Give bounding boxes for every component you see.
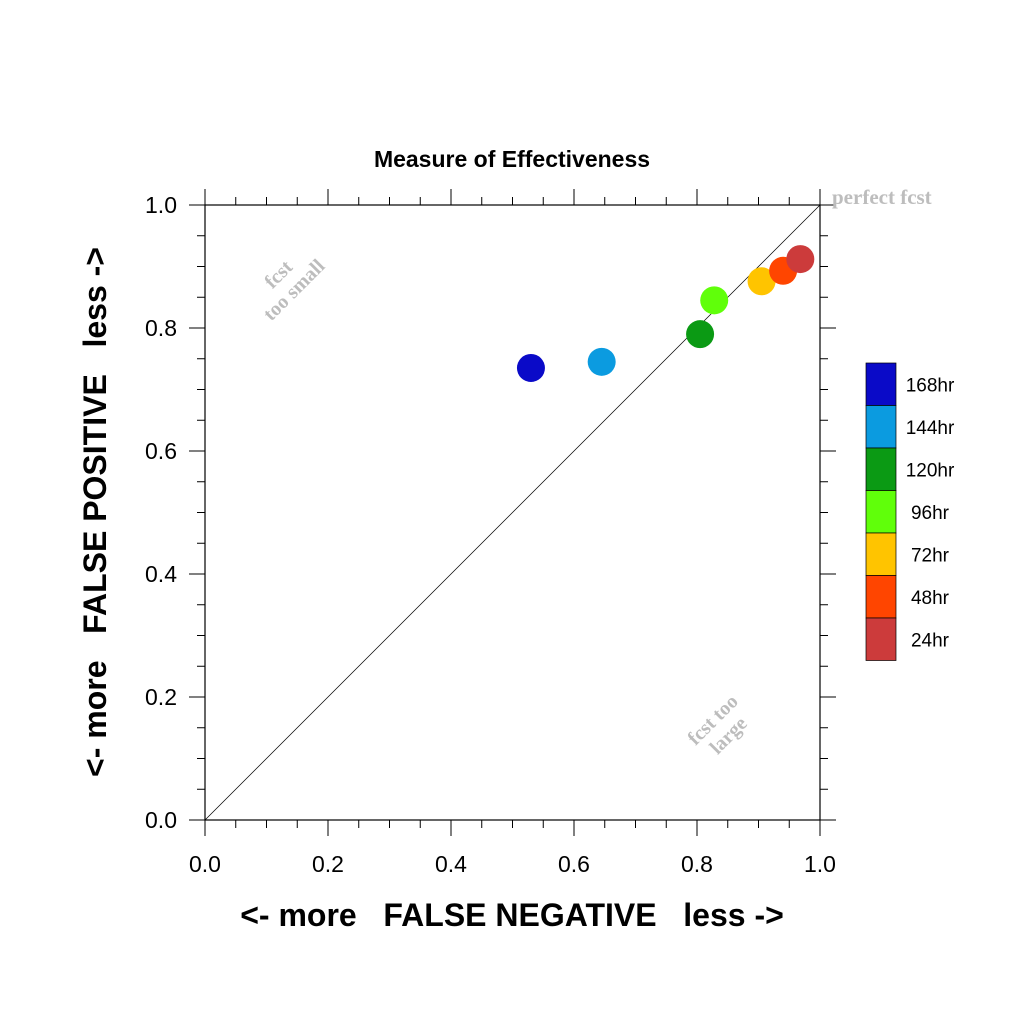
x-tick-label: 0.6	[558, 851, 590, 877]
legend-swatch-144hr	[865, 405, 897, 449]
legend-label-24hr: 24hr	[911, 630, 950, 651]
x-tick-label: 0.8	[681, 851, 713, 877]
legend-swatch-48hr	[865, 575, 897, 619]
y-axis: 0.0 0.2 0.4 0.6 0.8 1.0	[145, 192, 836, 833]
y-tick-label: 0.4	[145, 561, 177, 587]
legend-label-144hr: 144hr	[906, 418, 955, 439]
legend-swatch-120hr	[865, 447, 897, 491]
legend-label-96hr: 96hr	[911, 503, 950, 524]
legend-label-72hr: 72hr	[911, 545, 950, 566]
chart-title: Measure of Effectiveness	[374, 146, 650, 172]
x-tick-label: 1.0	[804, 851, 836, 877]
legend-swatch-96hr	[865, 490, 897, 534]
x-tick-label: 0.4	[435, 851, 467, 877]
annotation-too-small-line2: too small	[259, 255, 329, 325]
x-tick-label: 0.2	[312, 851, 344, 877]
y-tick-label: 0.8	[145, 315, 177, 341]
x-axis: 0.0 0.2 0.4 0.6 0.8 1.0	[189, 189, 836, 877]
point-144hr	[587, 347, 616, 376]
y-axis-label: <- more FALSE POSITIVE less ->	[77, 247, 113, 777]
legend-swatch-24hr	[865, 617, 897, 661]
x-axis-label: <- more FALSE NEGATIVE less ->	[240, 897, 784, 933]
point-120hr	[686, 320, 715, 349]
y-tick-label: 0.2	[145, 684, 177, 710]
point-96hr	[700, 286, 729, 315]
data-points	[516, 245, 815, 382]
x-tick-label: 0.0	[189, 851, 221, 877]
point-24hr	[786, 245, 815, 274]
annotation-perfect-fcst: perfect fcst	[832, 185, 932, 209]
point-72hr	[747, 267, 776, 296]
annotation-too-large: fcst too large	[684, 691, 752, 759]
legend-label-48hr: 48hr	[911, 588, 950, 609]
legend-swatch-72hr	[865, 532, 897, 576]
annotation-too-small: fcst too small	[259, 255, 329, 325]
legend: 168hr 144hr 120hr 96hr 72hr 48hr 24hr	[865, 362, 955, 661]
y-tick-label: 0.0	[145, 807, 177, 833]
legend-swatch-168hr	[865, 362, 897, 406]
legend-label-168hr: 168hr	[906, 375, 955, 396]
legend-label-120hr: 120hr	[906, 460, 955, 481]
y-tick-label: 1.0	[145, 192, 177, 218]
y-tick-label: 0.6	[145, 438, 177, 464]
point-168hr	[516, 353, 545, 382]
